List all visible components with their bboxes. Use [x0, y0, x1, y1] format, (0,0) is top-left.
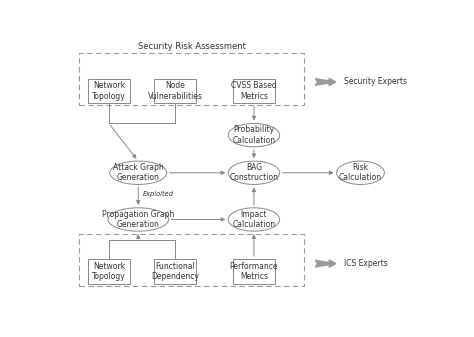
Bar — [88, 79, 130, 103]
Text: Propagation Graph
Generation: Propagation Graph Generation — [102, 210, 174, 229]
Ellipse shape — [228, 123, 280, 147]
Bar — [80, 54, 303, 105]
Text: CVSS Based
Metrics: CVSS Based Metrics — [231, 81, 277, 101]
Text: Attack Graph
Generation: Attack Graph Generation — [113, 163, 164, 182]
Text: Performance
Metrics: Performance Metrics — [230, 262, 278, 281]
Ellipse shape — [108, 208, 169, 231]
Text: ICS Experts: ICS Experts — [344, 259, 388, 268]
Text: Security Risk Assessment: Security Risk Assessment — [137, 42, 246, 51]
Text: Impact
Calculation: Impact Calculation — [232, 210, 275, 229]
Text: BAG
Construction: BAG Construction — [229, 163, 278, 182]
Bar — [233, 79, 275, 103]
Bar — [154, 259, 196, 284]
Bar — [80, 234, 303, 286]
Bar — [88, 259, 130, 284]
Ellipse shape — [337, 161, 384, 184]
Text: Security Experts: Security Experts — [344, 78, 407, 87]
Text: Network
Topology: Network Topology — [92, 262, 126, 281]
Text: Network
Topology: Network Topology — [92, 81, 126, 101]
Text: Probability
Calculation: Probability Calculation — [232, 125, 275, 145]
Ellipse shape — [228, 208, 280, 231]
Bar — [233, 259, 275, 284]
Ellipse shape — [110, 161, 167, 184]
Text: Node
Vulnerabilities: Node Vulnerabilities — [147, 81, 202, 101]
Ellipse shape — [228, 161, 280, 184]
Text: Functional
Dependency: Functional Dependency — [151, 262, 199, 281]
Text: Exploited: Exploited — [143, 190, 173, 196]
Text: Risk
Calculation: Risk Calculation — [339, 163, 382, 182]
Bar — [154, 79, 196, 103]
